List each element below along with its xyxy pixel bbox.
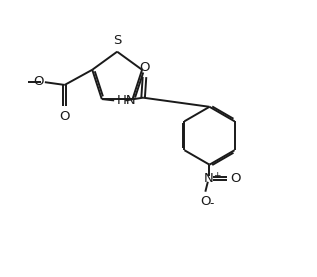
Text: -: - [210,197,214,210]
Text: O: O [60,110,70,123]
Text: O: O [139,61,150,74]
Text: O: O [34,75,44,88]
Text: S: S [113,34,121,47]
Text: N: N [204,172,214,185]
Text: O: O [230,172,241,185]
Text: O: O [200,195,210,208]
Text: HN: HN [116,94,136,107]
Text: +: + [213,171,221,180]
